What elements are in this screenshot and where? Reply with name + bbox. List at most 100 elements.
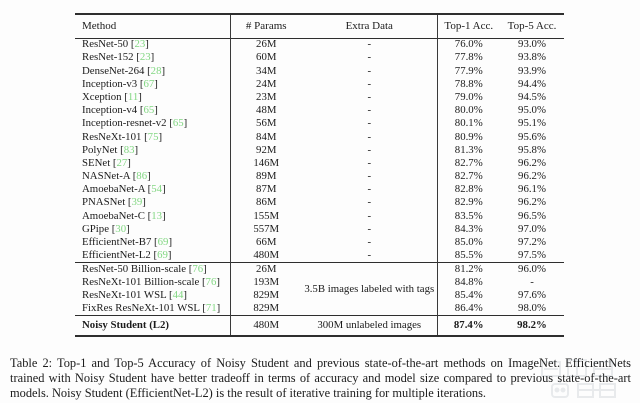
top1-cell: 87.4% [453, 319, 484, 332]
top1-cell: 81.2% [454, 262, 483, 275]
column-header-top5: Top-5 Acc. [507, 19, 557, 32]
top1-cell: 85.0% [454, 236, 483, 248]
results-table: Method # Params Extra Data Top-1 Acc. Top-5 … [75, 13, 564, 337]
params-cell: 89M [256, 170, 277, 183]
method-cell: Inception-resnet-v2 [65] [75, 117, 231, 131]
merged-extra-cell: 3.5B images labeled with tags [302, 262, 438, 316]
citation-link[interactable]: 30 [115, 222, 127, 235]
citation-link[interactable]: 23 [134, 38, 146, 51]
citation-link[interactable]: 67 [143, 77, 155, 90]
extra-cell: - [302, 183, 438, 197]
extra-cell: - [302, 209, 438, 223]
params-cell: 480M [253, 249, 280, 261]
top5-cell: 94.4% [518, 77, 546, 90]
method-cell: EfficientNet-B7 [69] [75, 235, 231, 249]
table-row: Inception-resnet-v2 [65] 56M - 80.1% 95.1% [75, 117, 564, 131]
citation-link[interactable]: 65 [172, 117, 184, 130]
extra-cell: - [302, 169, 438, 184]
citation-link[interactable]: 13 [151, 209, 163, 222]
table-row: SENet [27] 146M - 82.7% 96.2% [75, 156, 564, 170]
extra-cell: - [302, 196, 438, 210]
top5-cell: 98.2% [517, 319, 547, 332]
citation-link[interactable]: 76 [205, 275, 217, 288]
column-header-extra: Extra Data [302, 14, 438, 38]
method-cell: NASNet-A [86] [75, 169, 231, 184]
citation-link[interactable]: 75 [147, 130, 159, 143]
citation-link[interactable]: 23 [139, 51, 151, 64]
table-row: PolyNet [83] 92M - 81.3% 95.8% [75, 143, 564, 157]
params-cell: 56M [256, 117, 277, 130]
table-row: ResNet-152 [23] 60M - 77.8% 93.8% [75, 51, 564, 65]
params-cell: 829M [253, 302, 280, 315]
extra-cell: 300M unlabeled images [302, 315, 438, 336]
table-row: EfficientNet-B7 [69] 66M - 85.0% 97.2% [75, 235, 564, 249]
top1-cell: 84.8% [454, 275, 483, 288]
table-row: AmoebaNet-C [13] 155M - 83.5% 96.5% [75, 209, 564, 223]
extra-cell: - [302, 90, 438, 104]
citation-link[interactable]: 69 [157, 236, 169, 248]
top5-cell: 93.8% [518, 51, 546, 64]
results-table-container: Method # Params Extra Data Top-1 Acc. Top-5 … [75, 13, 564, 337]
table-row: AmoebaNet-A [54] 87M - 82.8% 96.1% [75, 183, 564, 197]
table-section-0: ResNet-50 [23] 26M -76.0% 93.0% ResNet-152 [… [75, 38, 564, 263]
params-cell: 66M [256, 236, 277, 248]
table-row: PNASNet [39] 86M - 82.9% 96.2% [75, 196, 564, 210]
method-cell: Inception-v3 [67] [75, 77, 231, 91]
extra-cell: - [302, 103, 438, 118]
params-cell: 24M [256, 77, 277, 90]
top5-cell: 97.6% [518, 289, 546, 302]
citation-link[interactable]: 11 [127, 90, 139, 103]
top5-cell: 95.0% [518, 104, 546, 117]
top5-cell: 96.2% [518, 196, 546, 209]
top1-cell: 79.0% [454, 90, 483, 103]
extra-cell: - [302, 235, 438, 249]
method-cell: DenseNet-264 [28] [75, 64, 231, 78]
top5-cell: 96.1% [518, 183, 546, 196]
top5-cell: 97.5% [518, 249, 546, 261]
extra-cell: - [302, 38, 438, 52]
method-cell: ResNeXt-101 [75] [75, 130, 231, 144]
params-cell: 34M [256, 64, 277, 77]
citation-link[interactable]: 86 [136, 170, 148, 183]
table-row: FixRes ResNeXt-101 WSL [71] 829M 86.4% 98.0… [75, 302, 564, 316]
top5-cell: 97.2% [518, 236, 546, 248]
table-row: GPipe [30] 557M - 84.3% 97.0% [75, 222, 564, 236]
table-row: Inception-v3 [67] 24M - 78.8% 94.4% [75, 77, 564, 91]
table-header-row: Method # Params Extra Data Top-1 Acc. Top-5 … [75, 14, 564, 38]
top1-cell: 83.5% [454, 209, 483, 222]
extra-cell: - [302, 222, 438, 236]
citation-link[interactable]: 76 [192, 262, 204, 275]
top5-cell: 95.8% [518, 143, 546, 156]
citation-link[interactable]: 27 [116, 156, 128, 169]
citation-link[interactable]: 39 [131, 196, 143, 209]
top5-cell: 96.5% [518, 209, 546, 222]
table-header: Method # Params Extra Data Top-1 Acc. Top-5 … [75, 14, 564, 38]
method-cell: SENet [27] [75, 156, 231, 170]
citation-link[interactable]: 71 [205, 302, 217, 315]
method-cell: ResNeXt-101 WSL [44] [75, 288, 231, 303]
params-cell: 23M [256, 90, 277, 103]
extra-cell: - [302, 156, 438, 170]
table-row: ResNeXt-101 WSL [44] 829M 85.4% 97.6% [75, 288, 564, 303]
top1-cell: 76.0% [454, 38, 483, 51]
method-cell: FixRes ResNeXt-101 WSL [71] [75, 302, 231, 316]
citation-link[interactable]: 83 [123, 143, 135, 156]
table-section-2: Noisy Student (L2) 480M 300M unlabeled ima… [75, 315, 564, 336]
params-cell: 155M [253, 209, 280, 222]
top1-cell: 77.9% [454, 64, 483, 77]
extra-cell: - [302, 51, 438, 65]
citation-link[interactable]: 69 [157, 249, 168, 261]
top5-cell: 95.6% [518, 130, 546, 143]
citation-link[interactable]: 28 [150, 64, 162, 77]
column-header-top1: Top-1 Acc. [444, 19, 494, 32]
top1-cell: 82.7% [454, 170, 483, 183]
params-cell: 86M [256, 196, 277, 209]
table-row: Xception [11] 23M - 79.0% 94.5% [75, 90, 564, 104]
table-row: Noisy Student (L2) 480M 300M unlabeled ima… [75, 315, 564, 336]
citation-link[interactable]: 65 [143, 104, 155, 117]
citation-link[interactable]: 54 [151, 183, 163, 196]
method-cell: EfficientNet-L2 [69] [75, 249, 231, 263]
column-header-params: # Params [245, 19, 287, 32]
citation-link[interactable]: 44 [172, 289, 184, 302]
table-row: ResNet-50 [23] 26M - 76.0% 93.0% [75, 38, 564, 52]
